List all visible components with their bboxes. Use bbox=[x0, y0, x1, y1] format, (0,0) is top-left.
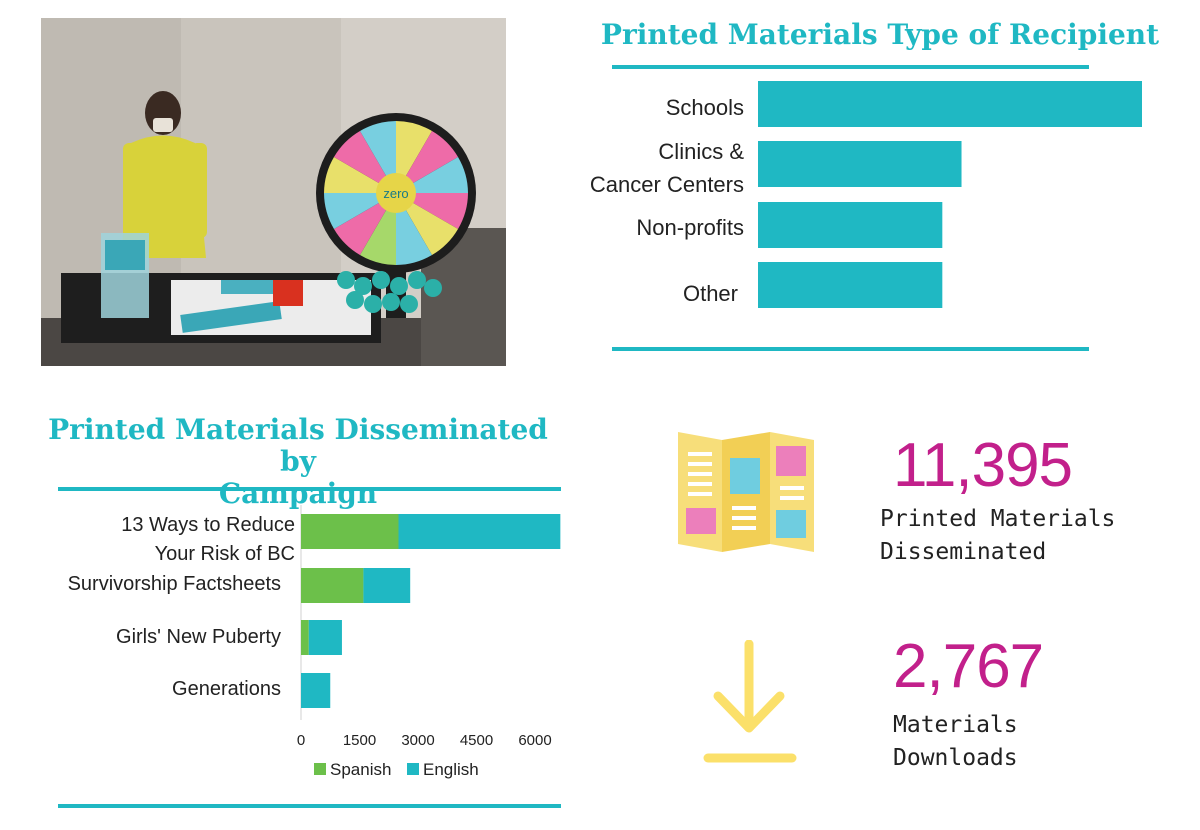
recipient-bar-other bbox=[758, 262, 943, 308]
recipient-title-rule bbox=[612, 65, 1089, 69]
campaign-label-generations: Generations bbox=[172, 678, 281, 700]
campaign-label-13-ways: 13 Ways to Reduce Your Risk of BC bbox=[121, 514, 295, 565]
campaign-label-puberty: Girls' New Puberty bbox=[116, 626, 281, 648]
legend-swatch-english bbox=[407, 763, 419, 775]
campaign-bar-13-ways-english bbox=[398, 514, 561, 549]
campaign-xtick-label: 1500 bbox=[343, 732, 376, 749]
booth-photo: zero bbox=[41, 18, 506, 366]
legend-label-spanish: Spanish bbox=[330, 760, 391, 779]
campaign-bar-generations-english bbox=[301, 673, 331, 708]
brochure-icon bbox=[678, 432, 814, 552]
recipient-label-nonprofits: Non-profits bbox=[636, 215, 744, 240]
recipient-chart-title: Printed Materials Type of Recipient bbox=[600, 18, 1160, 51]
booth-photo-icon: zero bbox=[41, 18, 506, 366]
campaign-bar-puberty-spanish bbox=[301, 620, 309, 655]
recipient-chart-plot bbox=[758, 81, 1142, 308]
printed-count: 11,395 bbox=[893, 431, 1073, 500]
printed-label: Printed Materials Disseminated bbox=[880, 506, 1116, 565]
legend-swatch-spanish bbox=[314, 763, 326, 775]
downloads-label: Materials Downloads bbox=[893, 712, 1018, 771]
wheel-hub-text: zero bbox=[383, 186, 408, 201]
campaign-bar-survivorship-english bbox=[363, 568, 411, 603]
campaign-bottom-rule bbox=[58, 804, 561, 808]
recipient-bar-nonprofits bbox=[758, 202, 943, 248]
campaign-bar-survivorship-spanish bbox=[301, 568, 364, 603]
campaign-title-rule bbox=[58, 487, 561, 491]
campaign-bar-puberty-english bbox=[308, 620, 342, 655]
campaign-xtick-label: 6000 bbox=[518, 732, 551, 749]
campaign-xtick-label: 0 bbox=[297, 732, 305, 749]
recipient-label-other: Other bbox=[682, 281, 738, 306]
recipient-label-clinics: Clinics & Cancer Centers bbox=[589, 139, 744, 197]
recipient-label-schools: Schools bbox=[665, 95, 744, 120]
campaign-chart-title: Printed Materials Disseminated by Campai… bbox=[48, 413, 548, 510]
recipient-bar-schools bbox=[758, 81, 1142, 127]
legend-label-english: English bbox=[423, 760, 479, 779]
campaign-xtick-label: 4500 bbox=[460, 732, 493, 749]
downloads-count: 2,767 bbox=[893, 632, 1044, 701]
campaign-bar-13-ways-spanish bbox=[301, 514, 399, 549]
campaign-chart-plot: 0 1500 3000 4500 6000 Spanish English bbox=[297, 505, 561, 779]
campaign-xtick-label: 3000 bbox=[401, 732, 434, 749]
campaign-label-survivorship: Survivorship Factsheets bbox=[67, 573, 281, 595]
recipient-bar-clinics bbox=[758, 141, 962, 187]
download-icon bbox=[703, 640, 797, 763]
recipient-bottom-rule bbox=[612, 347, 1089, 351]
